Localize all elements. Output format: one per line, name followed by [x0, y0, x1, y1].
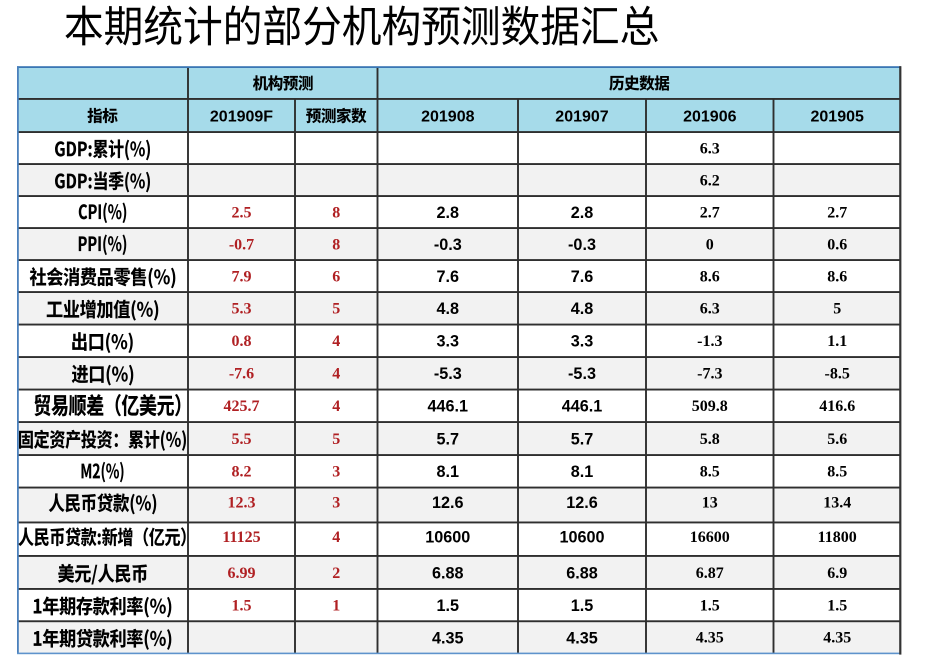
svg-text:5: 5 — [332, 431, 340, 448]
svg-text:-0.3: -0.3 — [568, 236, 596, 254]
svg-text:5.7: 5.7 — [571, 430, 594, 448]
svg-text:425.7: 425.7 — [224, 398, 260, 415]
svg-text:12.6: 12.6 — [566, 494, 598, 512]
svg-text:4: 4 — [332, 333, 340, 350]
svg-text:13.4: 13.4 — [823, 494, 851, 511]
svg-text:3.3: 3.3 — [437, 333, 460, 351]
svg-text:8.6: 8.6 — [700, 268, 720, 285]
svg-text:5.5: 5.5 — [232, 431, 252, 448]
svg-text:6: 6 — [332, 268, 340, 285]
svg-text:-7.3: -7.3 — [697, 366, 722, 383]
svg-text:4: 4 — [332, 366, 340, 383]
svg-text:3.3: 3.3 — [571, 333, 594, 351]
svg-text:-7.6: -7.6 — [229, 366, 254, 383]
svg-text:3: 3 — [332, 494, 340, 511]
svg-text:0.6: 0.6 — [827, 236, 847, 253]
svg-text:5.8: 5.8 — [700, 431, 720, 448]
svg-text:8: 8 — [332, 236, 340, 253]
svg-text:8.5: 8.5 — [700, 464, 720, 481]
svg-text:1.5: 1.5 — [571, 597, 594, 615]
svg-text:1.5: 1.5 — [827, 597, 847, 614]
svg-text:12.6: 12.6 — [432, 494, 464, 512]
svg-text:4.35: 4.35 — [566, 629, 598, 647]
svg-text:8.1: 8.1 — [437, 463, 460, 481]
svg-text:201907: 201907 — [555, 108, 608, 125]
svg-text:0.8: 0.8 — [232, 333, 252, 350]
svg-text:-0.3: -0.3 — [434, 236, 462, 254]
svg-text:7.6: 7.6 — [571, 268, 594, 286]
svg-text:6.9: 6.9 — [827, 565, 847, 582]
svg-text:4.35: 4.35 — [823, 630, 851, 647]
svg-text:-5.3: -5.3 — [434, 365, 462, 383]
svg-text:5.7: 5.7 — [437, 430, 460, 448]
svg-text:6.88: 6.88 — [432, 564, 464, 582]
svg-text:12.3: 12.3 — [228, 494, 256, 511]
svg-text:1.1: 1.1 — [827, 333, 847, 350]
svg-text:1.5: 1.5 — [232, 597, 252, 614]
svg-text:8.2: 8.2 — [232, 464, 252, 481]
svg-text:1: 1 — [332, 597, 340, 614]
svg-text:4: 4 — [332, 398, 340, 415]
svg-text:1.5: 1.5 — [437, 597, 460, 615]
svg-text:1.5: 1.5 — [700, 597, 720, 614]
svg-text:4.35: 4.35 — [696, 630, 724, 647]
svg-text:6.99: 6.99 — [228, 565, 256, 582]
svg-text:5: 5 — [833, 301, 841, 318]
svg-text:201909F: 201909F — [210, 108, 273, 125]
svg-text:2.8: 2.8 — [437, 204, 460, 222]
svg-text:-0.7: -0.7 — [229, 236, 254, 253]
svg-text:7.9: 7.9 — [232, 268, 252, 285]
svg-text:6.3: 6.3 — [700, 301, 720, 318]
svg-text:16600: 16600 — [690, 529, 730, 546]
svg-text:2.7: 2.7 — [827, 204, 847, 221]
svg-text:8: 8 — [332, 204, 340, 221]
svg-text:2: 2 — [332, 565, 340, 582]
svg-text:2.8: 2.8 — [571, 204, 594, 222]
svg-text:201906: 201906 — [683, 108, 736, 125]
svg-text:201908: 201908 — [421, 108, 474, 125]
svg-text:10600: 10600 — [559, 529, 604, 547]
svg-text:6.87: 6.87 — [696, 565, 724, 582]
svg-text:5: 5 — [332, 301, 340, 318]
svg-text:11800: 11800 — [818, 529, 857, 546]
svg-text:7.6: 7.6 — [437, 268, 460, 286]
svg-text:5.3: 5.3 — [232, 301, 252, 318]
svg-text:6.88: 6.88 — [566, 564, 598, 582]
svg-text:509.8: 509.8 — [692, 398, 728, 415]
svg-text:201905: 201905 — [811, 108, 864, 125]
svg-text:446.1: 446.1 — [562, 398, 603, 416]
svg-text:6.2: 6.2 — [700, 172, 720, 189]
svg-text:-8.5: -8.5 — [825, 366, 850, 383]
svg-text:4.8: 4.8 — [571, 300, 594, 318]
svg-text:0: 0 — [706, 236, 714, 253]
svg-text:3: 3 — [332, 464, 340, 481]
svg-text:6.3: 6.3 — [700, 140, 720, 157]
svg-text:4.8: 4.8 — [437, 300, 460, 318]
svg-text:10600: 10600 — [425, 529, 470, 547]
svg-text:-1.3: -1.3 — [697, 333, 722, 350]
svg-text:8.1: 8.1 — [571, 463, 594, 481]
svg-text:11125: 11125 — [222, 529, 260, 546]
svg-text:13: 13 — [702, 494, 718, 511]
svg-text:2.7: 2.7 — [700, 204, 720, 221]
svg-text:-5.3: -5.3 — [568, 365, 596, 383]
svg-text:2.5: 2.5 — [232, 204, 252, 221]
svg-text:4: 4 — [332, 529, 340, 546]
svg-text:416.6: 416.6 — [819, 398, 855, 415]
svg-text:4.35: 4.35 — [432, 629, 464, 647]
svg-text:8.6: 8.6 — [827, 268, 847, 285]
svg-text:5.6: 5.6 — [827, 431, 847, 448]
svg-text:446.1: 446.1 — [428, 398, 469, 416]
svg-text:8.5: 8.5 — [827, 464, 847, 481]
